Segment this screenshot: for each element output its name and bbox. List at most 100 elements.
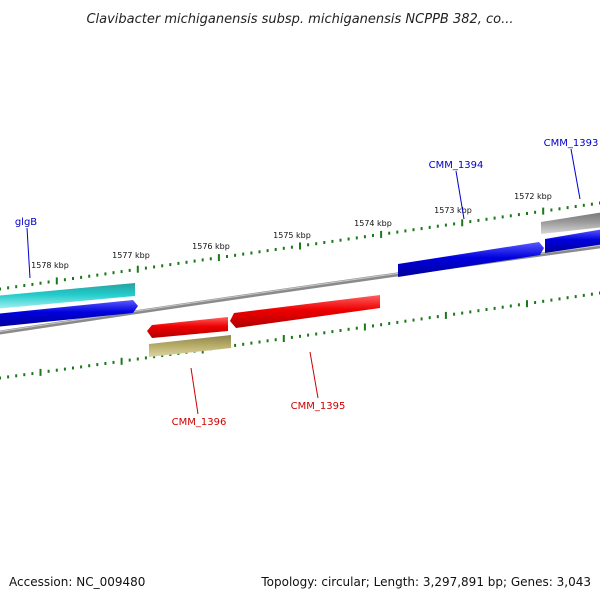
gene-upstream-blue[interactable] <box>0 300 138 327</box>
accession-text: Accession: NC_009480 <box>9 575 145 589</box>
leader-cmm-1396 <box>190 367 199 415</box>
lower-minor-tick <box>55 368 58 372</box>
tick-label-1577: 1577 kbp <box>112 251 150 260</box>
lower-minor-tick <box>153 355 156 359</box>
lower-minor-tick <box>88 364 91 368</box>
upper-major-tick <box>461 219 464 227</box>
gene-cmm-1394[interactable] <box>398 242 544 277</box>
genome-stats-text: Topology: circular; Length: 3,297,891 bp… <box>260 575 591 589</box>
upper-minor-tick <box>282 246 285 250</box>
upper-minor-tick <box>485 217 488 221</box>
upper-minor-tick <box>7 286 10 290</box>
lower-major-tick <box>363 323 366 331</box>
lower-minor-tick <box>461 311 464 315</box>
lower-minor-tick <box>436 315 439 319</box>
lower-minor-tick <box>396 320 399 324</box>
upper-minor-tick <box>534 210 537 214</box>
upper-minor-tick <box>15 285 18 289</box>
tick-label-1575: 1575 kbp <box>273 231 311 240</box>
lower-minor-tick <box>7 375 10 379</box>
upper-major-tick <box>217 254 220 262</box>
tick-label-1572: 1572 kbp <box>514 192 552 201</box>
lower-minor-tick <box>234 343 237 347</box>
lower-minor-tick <box>250 341 253 345</box>
tick-label-1576: 1576 kbp <box>192 242 230 251</box>
upper-minor-tick <box>0 287 1 291</box>
lower-minor-tick <box>566 296 569 300</box>
gene-label-cmm-1394[interactable]: CMM_1394 <box>429 160 484 171</box>
upper-minor-tick <box>177 261 180 265</box>
upper-major-tick <box>299 242 301 250</box>
upper-minor-tick <box>128 268 131 272</box>
lower-minor-tick <box>469 310 472 314</box>
upper-minor-tick <box>274 248 277 251</box>
upper-minor-tick <box>420 227 423 231</box>
lower-minor-tick <box>453 312 456 316</box>
lower-minor-tick <box>380 323 383 327</box>
upper-minor-tick <box>80 275 83 279</box>
tick-label-1578: 1578 kbp <box>31 261 69 270</box>
leader-glgb <box>26 227 31 279</box>
gene-cmm-1396[interactable] <box>147 317 228 338</box>
gene-label-cmm-1395[interactable]: CMM_1395 <box>291 401 346 412</box>
lower-minor-tick <box>485 308 488 311</box>
lower-minor-tick <box>136 357 139 361</box>
leader-cmm-1393 <box>570 148 581 200</box>
upper-minor-tick <box>161 264 164 268</box>
lower-minor-tick <box>428 316 431 320</box>
lower-minor-tick <box>15 374 18 378</box>
lower-minor-tick <box>582 293 585 297</box>
upper-minor-tick <box>23 284 26 287</box>
lower-minor-tick <box>493 306 496 310</box>
upper-minor-tick <box>120 270 123 274</box>
lower-minor-tick <box>542 299 545 303</box>
lower-minor-tick <box>299 334 301 338</box>
lower-minor-tick <box>47 369 50 373</box>
lower-minor-tick <box>31 372 34 376</box>
gene-label-glgb[interactable]: glgB <box>15 217 37 228</box>
upper-minor-tick <box>509 214 512 218</box>
lower-tick-track <box>0 291 600 380</box>
upper-minor-tick <box>209 257 212 261</box>
lower-minor-tick <box>315 332 318 336</box>
lower-minor-tick <box>307 333 310 337</box>
upper-minor-tick <box>72 277 74 280</box>
upper-minor-tick <box>388 231 391 235</box>
lower-minor-tick <box>509 304 512 308</box>
upper-minor-tick <box>258 250 261 254</box>
upper-minor-tick <box>104 272 107 276</box>
upper-minor-tick <box>453 222 456 226</box>
lower-minor-tick <box>96 363 99 367</box>
lower-minor-tick <box>339 329 342 332</box>
upper-minor-tick <box>396 230 399 234</box>
gene-cmm-1393[interactable] <box>541 212 600 234</box>
gene-glgb[interactable] <box>0 283 135 309</box>
gene-khaki[interactable] <box>149 335 231 357</box>
upper-minor-tick <box>550 208 553 212</box>
upper-minor-tick <box>323 241 326 244</box>
lower-minor-tick <box>258 340 261 344</box>
gene-label-cmm-1393[interactable]: CMM_1393 <box>544 138 599 149</box>
upper-minor-tick <box>185 260 188 264</box>
upper-major-tick <box>55 277 58 285</box>
lower-minor-tick <box>161 354 164 358</box>
gene-cmm-1394-next[interactable] <box>545 229 600 253</box>
gene-label-cmm-1396[interactable]: CMM_1396 <box>172 417 227 428</box>
lower-major-tick <box>282 335 285 342</box>
lower-minor-tick <box>323 331 326 335</box>
gene-cmm-1395[interactable] <box>230 295 380 328</box>
lower-major-tick <box>39 368 42 376</box>
lower-minor-tick <box>355 326 358 330</box>
upper-minor-tick <box>574 205 577 208</box>
lower-minor-tick <box>274 338 277 342</box>
lower-minor-tick <box>72 366 74 370</box>
upper-minor-tick <box>339 238 342 242</box>
lower-minor-tick <box>590 292 593 296</box>
lower-minor-tick <box>63 367 66 371</box>
lower-minor-tick <box>80 365 83 369</box>
lower-minor-tick <box>290 335 293 339</box>
lower-major-tick <box>526 300 528 308</box>
upper-minor-tick <box>493 216 496 220</box>
upper-minor-tick <box>582 203 585 207</box>
